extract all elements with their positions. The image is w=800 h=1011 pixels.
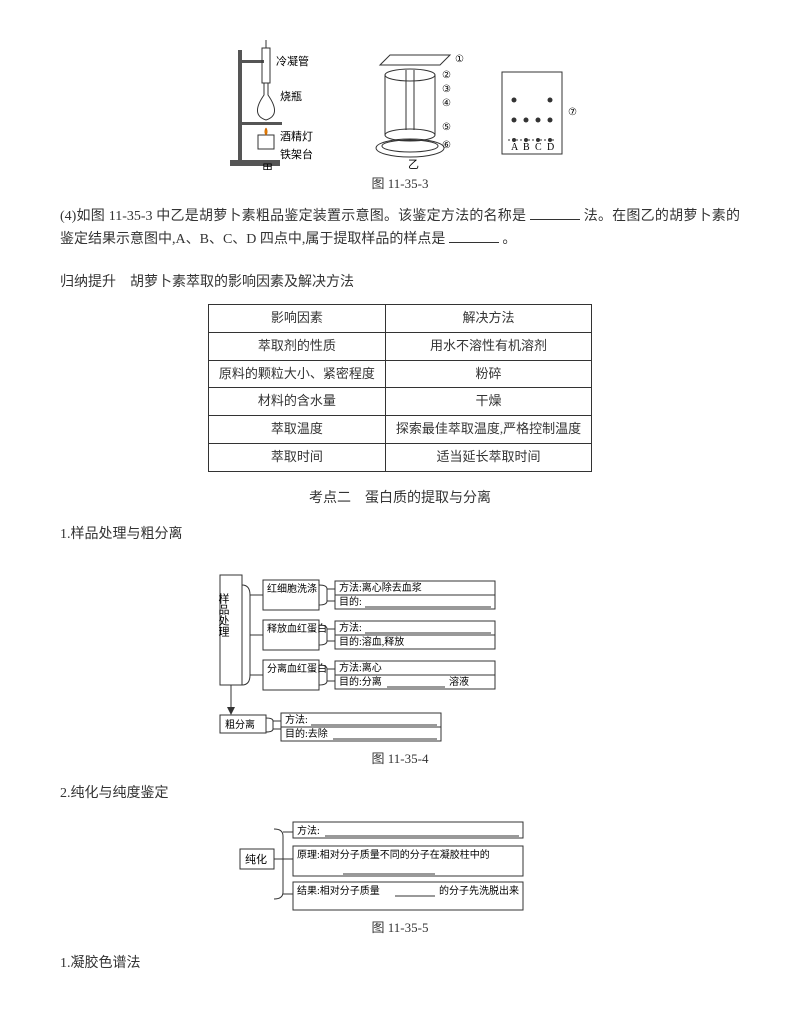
svg-text:分离血红蛋白: 分离血红蛋白 xyxy=(267,662,327,675)
svg-text:原理:相对分子质量不同的分子在凝胶柱中的: 原理:相对分子质量不同的分子在凝胶柱中的 xyxy=(297,848,490,861)
q4-suffix: 。 xyxy=(502,232,516,247)
apparatus-left-svg: 冷凝管 烧瓶 酒精灯 铁架台 甲 xyxy=(220,40,340,170)
label-flask: 烧瓶 xyxy=(280,89,302,103)
apparatus-mid-svg: ① ② ③ ④ ⑤ ⑥ 乙 xyxy=(370,50,470,170)
q4-blank-1[interactable] xyxy=(530,205,580,220)
figure-11-35-3: 冷凝管 烧瓶 酒精灯 铁架台 甲 ① ② ③ xyxy=(60,40,740,170)
step2-heading: 2.纯化与纯度鉴定 xyxy=(60,783,740,805)
flow-11-35-4: 样品处理 红细胞洗涤 释放血红蛋白 分离血红蛋白 方法:离心除去血浆 目的: 方… xyxy=(60,555,740,745)
svg-text:③: ③ xyxy=(442,84,451,95)
flow-11-35-5: 纯化 方法: 原理:相对分子质量不同的分子在凝胶柱中的 结果:相对分子质量 的分… xyxy=(60,814,740,914)
label-yi: 乙 xyxy=(408,158,419,170)
caption-11-35-4: 图 11-35-4 xyxy=(60,749,740,770)
q4-prefix: (4)如图 11-35-3 中乙是胡萝卜素粗品鉴定装置示意图。该鉴定方法的名称是 xyxy=(60,209,526,224)
svg-text:粗分离: 粗分离 xyxy=(225,718,255,731)
table-header-row: 影响因素 解决方法 xyxy=(208,304,591,332)
svg-text:目的:: 目的: xyxy=(339,595,362,608)
step3-heading: 1.凝胶色谱法 xyxy=(60,953,740,975)
svg-text:结果:相对分子质量: 结果:相对分子质量 xyxy=(297,884,380,897)
label-stand: 铁架台 xyxy=(280,147,313,161)
svg-text:样品处理: 样品处理 xyxy=(217,591,230,636)
svg-text:溶液: 溶液 xyxy=(449,675,469,688)
label-lamp: 酒精灯 xyxy=(280,130,313,143)
svg-text:⑦: ⑦ xyxy=(568,107,577,118)
svg-text:D: D xyxy=(547,142,554,153)
table-row: 萃取时间适当延长萃取时间 xyxy=(208,443,591,471)
svg-text:C: C xyxy=(535,142,542,153)
svg-text:红细胞洗涤: 红细胞洗涤 xyxy=(267,582,317,595)
th-0: 影响因素 xyxy=(208,304,385,332)
svg-text:的分子先洗脱出来: 的分子先洗脱出来 xyxy=(439,884,519,897)
apparatus-row: 冷凝管 烧瓶 酒精灯 铁架台 甲 ① ② ③ xyxy=(60,40,740,170)
q4-blank-2[interactable] xyxy=(449,228,499,243)
svg-text:⑥: ⑥ xyxy=(442,140,451,151)
factors-table: 影响因素 解决方法 萃取剂的性质用水不溶性有机溶剂 原料的颗粒大小、紧密程度粉碎… xyxy=(208,304,592,472)
svg-text:⑤: ⑤ xyxy=(442,122,451,133)
svg-text:方法:: 方法: xyxy=(297,824,320,837)
apparatus-right-svg: ⑦ A B C D xyxy=(500,70,580,170)
svg-text:A: A xyxy=(511,142,519,153)
question-4: (4)如图 11-35-3 中乙是胡萝卜素粗品鉴定装置示意图。该鉴定方法的名称是… xyxy=(60,205,740,252)
label-jia: 甲 xyxy=(262,163,273,170)
svg-text:方法:: 方法: xyxy=(339,621,362,634)
svg-text:方法:离心除去血浆: 方法:离心除去血浆 xyxy=(339,581,422,594)
svg-text:方法:: 方法: xyxy=(285,713,308,726)
table-row: 萃取温度探索最佳萃取温度,严格控制温度 xyxy=(208,416,591,444)
svg-text:④: ④ xyxy=(442,98,451,109)
step1-heading: 1.样品处理与粗分离 xyxy=(60,524,740,546)
svg-text:目的:分离: 目的:分离 xyxy=(339,675,382,688)
svg-text:释放血红蛋白: 释放血红蛋白 xyxy=(267,622,327,635)
svg-text:①: ① xyxy=(455,54,464,65)
caption-11-35-5: 图 11-35-5 xyxy=(60,918,740,939)
table-row: 原料的颗粒大小、紧密程度粉碎 xyxy=(208,360,591,388)
kaodian2-heading: 考点二 蛋白质的提取与分离 xyxy=(60,488,740,510)
svg-text:目的:溶血,释放: 目的:溶血,释放 xyxy=(339,635,404,648)
guinatixi-heading: 归纳提升 胡萝卜素萃取的影响因素及解决方法 xyxy=(60,272,740,294)
svg-text:纯化: 纯化 xyxy=(245,852,267,866)
svg-text:B: B xyxy=(523,142,530,153)
svg-text:②: ② xyxy=(442,70,451,81)
table-row: 萃取剂的性质用水不溶性有机溶剂 xyxy=(208,332,591,360)
label-condenser: 冷凝管 xyxy=(276,54,309,68)
table-row: 材料的含水量干燥 xyxy=(208,388,591,416)
svg-text:方法:离心: 方法:离心 xyxy=(339,661,382,674)
th-1: 解决方法 xyxy=(385,304,591,332)
svg-text:目的:去除: 目的:去除 xyxy=(285,727,328,740)
caption-11-35-3: 图 11-35-3 xyxy=(60,174,740,195)
